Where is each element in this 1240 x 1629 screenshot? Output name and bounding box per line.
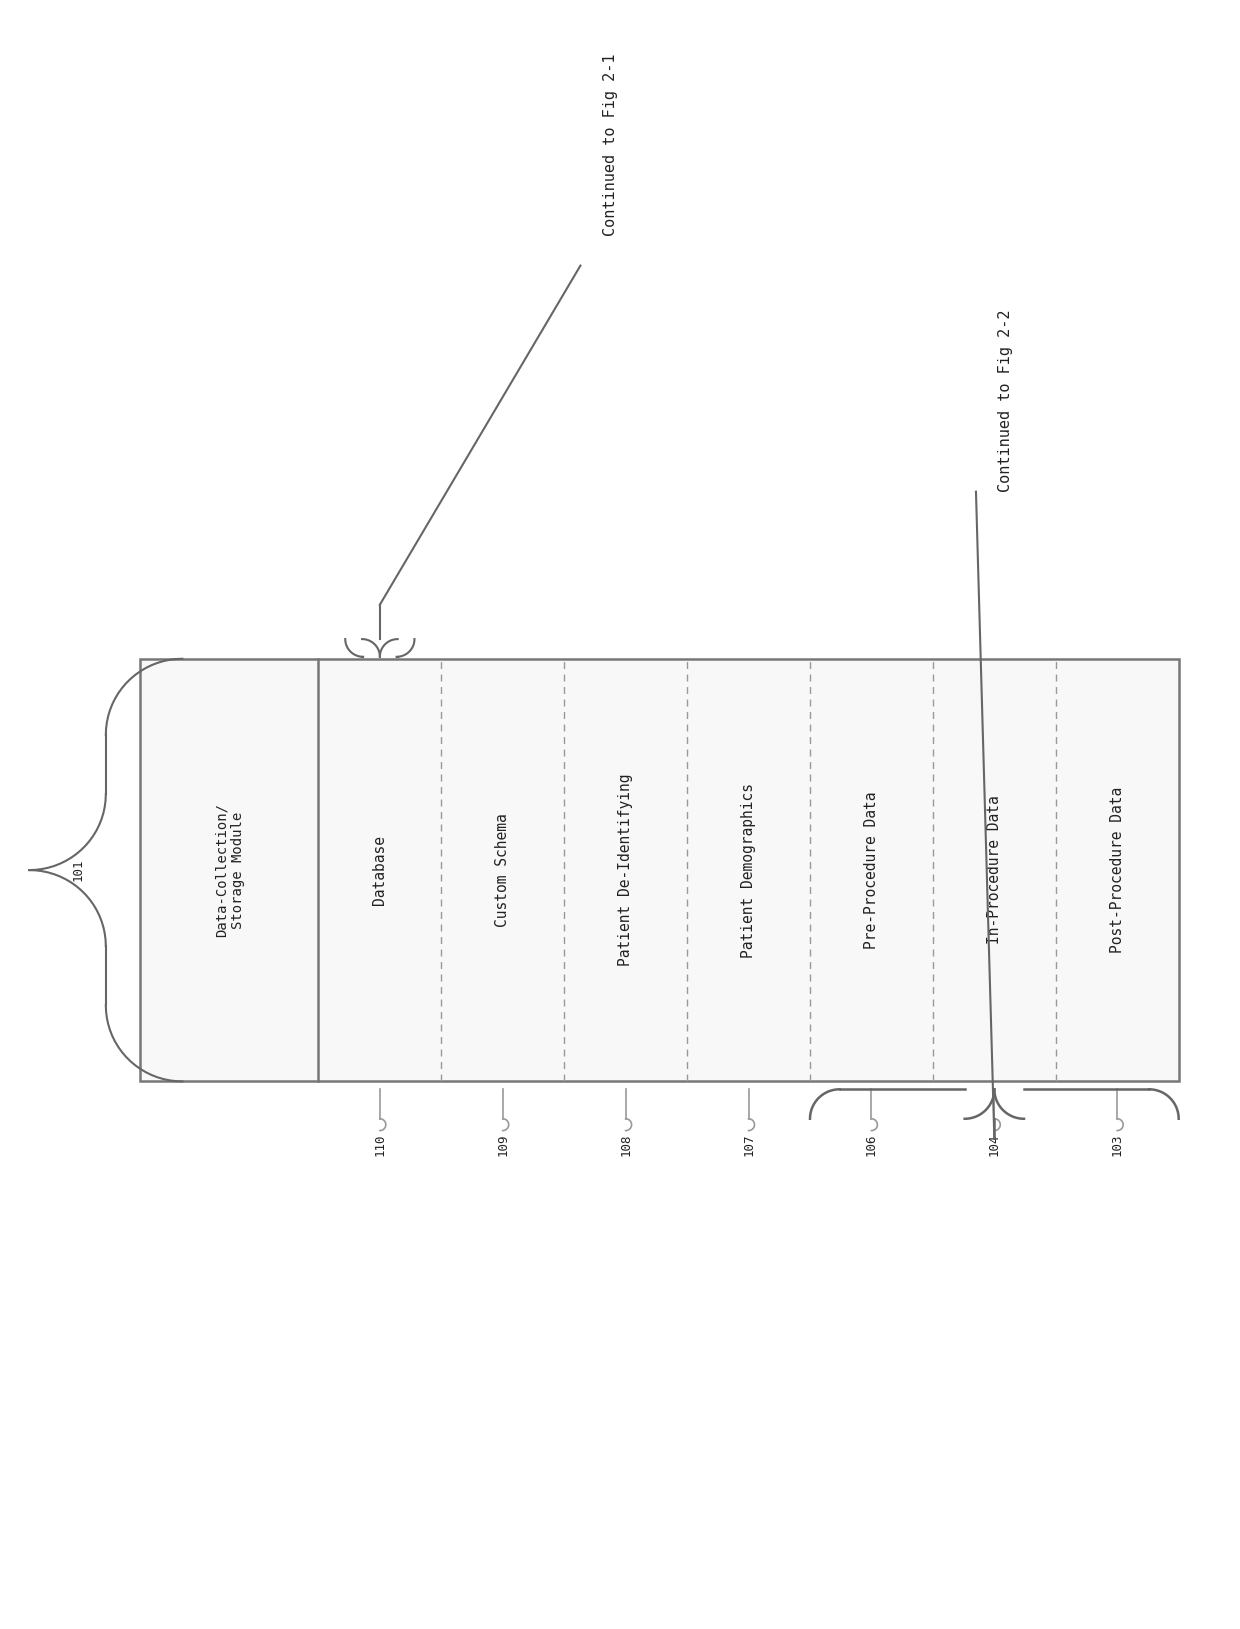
Text: Patient Demographics: Patient Demographics	[742, 782, 756, 958]
Text: 107: 107	[742, 1134, 755, 1157]
Text: Post-Procedure Data: Post-Procedure Data	[1110, 787, 1125, 953]
Text: Pre-Procedure Data: Pre-Procedure Data	[864, 792, 879, 948]
Text: 103: 103	[1111, 1134, 1123, 1157]
Bar	[140, 658, 1179, 1082]
Text: 110: 110	[373, 1134, 387, 1157]
Text: 109: 109	[496, 1134, 510, 1157]
Text: Database: Database	[372, 836, 387, 906]
Text: 101: 101	[72, 858, 84, 881]
Text: 104: 104	[988, 1134, 1001, 1157]
Text: In-Procedure Data: In-Procedure Data	[987, 795, 1002, 945]
Text: Custom Schema: Custom Schema	[495, 813, 510, 927]
Text: Continued to Fig 2-2: Continued to Fig 2-2	[998, 310, 1013, 492]
Text: 108: 108	[619, 1134, 632, 1157]
Text: Data-Collection/
Storage Module: Data-Collection/ Storage Module	[215, 803, 244, 937]
Text: 106: 106	[866, 1134, 878, 1157]
Text: Patient De-Identifying: Patient De-Identifying	[619, 774, 634, 966]
Text: Continued to Fig 2-1: Continued to Fig 2-1	[603, 54, 618, 236]
